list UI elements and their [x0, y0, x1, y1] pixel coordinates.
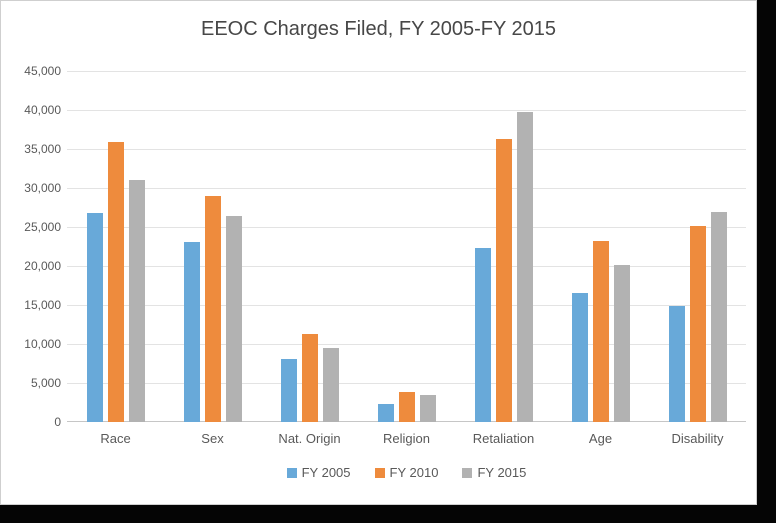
gridline [67, 110, 746, 111]
category-label-disability: Disability [671, 431, 724, 446]
bar-religion-fy-2010 [398, 392, 415, 422]
chart-container: EEOC Charges Filed, FY 2005-FY 2015 0 5,0… [0, 0, 757, 505]
gridline [67, 383, 746, 384]
category-label-religion: Religion [383, 431, 430, 446]
legend-swatch-icon [374, 467, 385, 478]
bar-nat-origin-fy-2005 [280, 359, 297, 422]
plot-area [67, 71, 746, 422]
y-tick-label: 40,000 [24, 103, 61, 117]
bar-retaliation-fy-2015 [516, 111, 533, 422]
gridline [67, 71, 746, 72]
gridline [67, 266, 746, 267]
legend: FY 2005 FY 2010 FY 2015 [67, 465, 746, 480]
bar-disability-fy-2015 [710, 211, 727, 422]
chart-title: EEOC Charges Filed, FY 2005-FY 2015 [201, 18, 556, 40]
y-tick-label: 20,000 [24, 259, 61, 273]
bar-nat-origin-fy-2010 [301, 333, 318, 422]
y-tick-label: 0 [54, 415, 61, 429]
legend-swatch-icon [286, 467, 297, 478]
y-tick-label: 25,000 [24, 220, 61, 234]
bar-religion-fy-2015 [419, 394, 436, 422]
bar-disability-fy-2010 [689, 225, 706, 422]
legend-item-fy-2015: FY 2015 [462, 465, 526, 480]
bar-retaliation-fy-2005 [474, 248, 491, 422]
gridline [67, 188, 746, 189]
legend-label: FY 2010 [389, 465, 439, 480]
bar-sex-fy-2010 [204, 195, 221, 422]
bar-nat-origin-fy-2015 [322, 348, 339, 422]
legend-item-fy-2005: FY 2005 [286, 465, 351, 480]
bar-race-fy-2015 [128, 180, 145, 422]
bar-race-fy-2005 [86, 213, 103, 422]
gridline [67, 305, 746, 306]
y-tick-label: 5,000 [30, 376, 61, 390]
y-axis: 0 5,000 10,000 15,000 20,000 25,000 30,000 35,0… [1, 64, 61, 429]
bar-age-fy-2015 [613, 264, 630, 422]
y-tick-label: 10,000 [24, 337, 61, 351]
gridline [67, 344, 746, 345]
category-label-retaliation: Retaliation [472, 431, 535, 446]
category-label-nat-origin: Nat. Origin [278, 431, 341, 446]
bar-sex-fy-2015 [225, 216, 242, 422]
y-tick-label: 35,000 [24, 142, 61, 156]
category-label-age: Age [588, 431, 613, 446]
y-tick-label: 15,000 [24, 298, 61, 312]
bar-sex-fy-2005 [183, 241, 200, 422]
legend-item-fy-2010: FY 2010 [374, 465, 439, 480]
bar-religion-fy-2005 [377, 403, 394, 422]
x-axis: Race Sex Nat. Origin Religion Retaliation Age… [67, 431, 746, 451]
y-tick-label: 45,000 [24, 64, 61, 78]
bar-age-fy-2010 [592, 240, 609, 422]
legend-label: FY 2005 [301, 465, 351, 480]
gridline [67, 149, 746, 150]
category-label-sex: Sex [201, 431, 224, 446]
legend-swatch-icon [462, 467, 473, 478]
bar-race-fy-2010 [107, 142, 124, 422]
bar-retaliation-fy-2010 [495, 139, 512, 422]
legend-label: FY 2015 [477, 465, 527, 480]
bar-disability-fy-2005 [668, 305, 685, 422]
category-label-race: Race [100, 431, 131, 446]
gridline [67, 227, 746, 228]
y-tick-label: 30,000 [24, 181, 61, 195]
bar-age-fy-2005 [571, 292, 588, 422]
